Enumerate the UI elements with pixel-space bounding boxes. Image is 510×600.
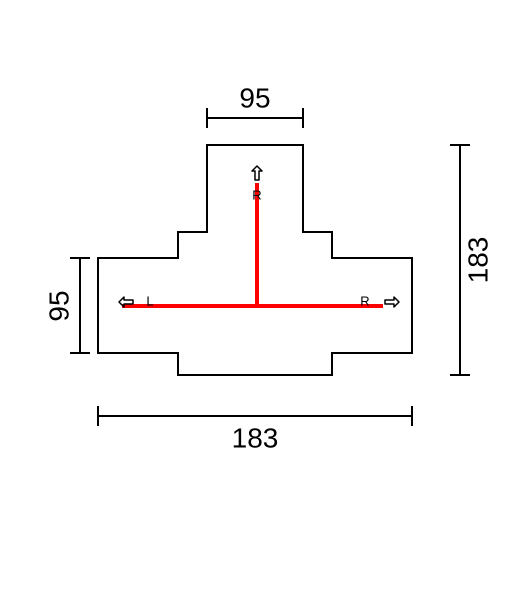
dim-top: 95: [207, 82, 303, 128]
dim-left: 95: [43, 258, 90, 353]
dim-right-value: 183: [462, 237, 493, 284]
technical-drawing: 95 183 95 183: [0, 0, 510, 600]
arrow-right-icon: [385, 297, 399, 307]
dim-right: 183: [450, 145, 493, 375]
label-left-l: L: [146, 293, 153, 308]
dim-top-value: 95: [239, 82, 270, 113]
dim-bottom: 183: [98, 406, 412, 453]
label-top-r: R: [252, 187, 261, 202]
label-right-r: R: [360, 293, 369, 308]
arrow-up-icon: [252, 166, 262, 180]
dim-bottom-value: 183: [232, 422, 279, 453]
dimension-lines: 95 183 95 183: [43, 82, 493, 453]
dim-left-value: 95: [43, 290, 74, 321]
